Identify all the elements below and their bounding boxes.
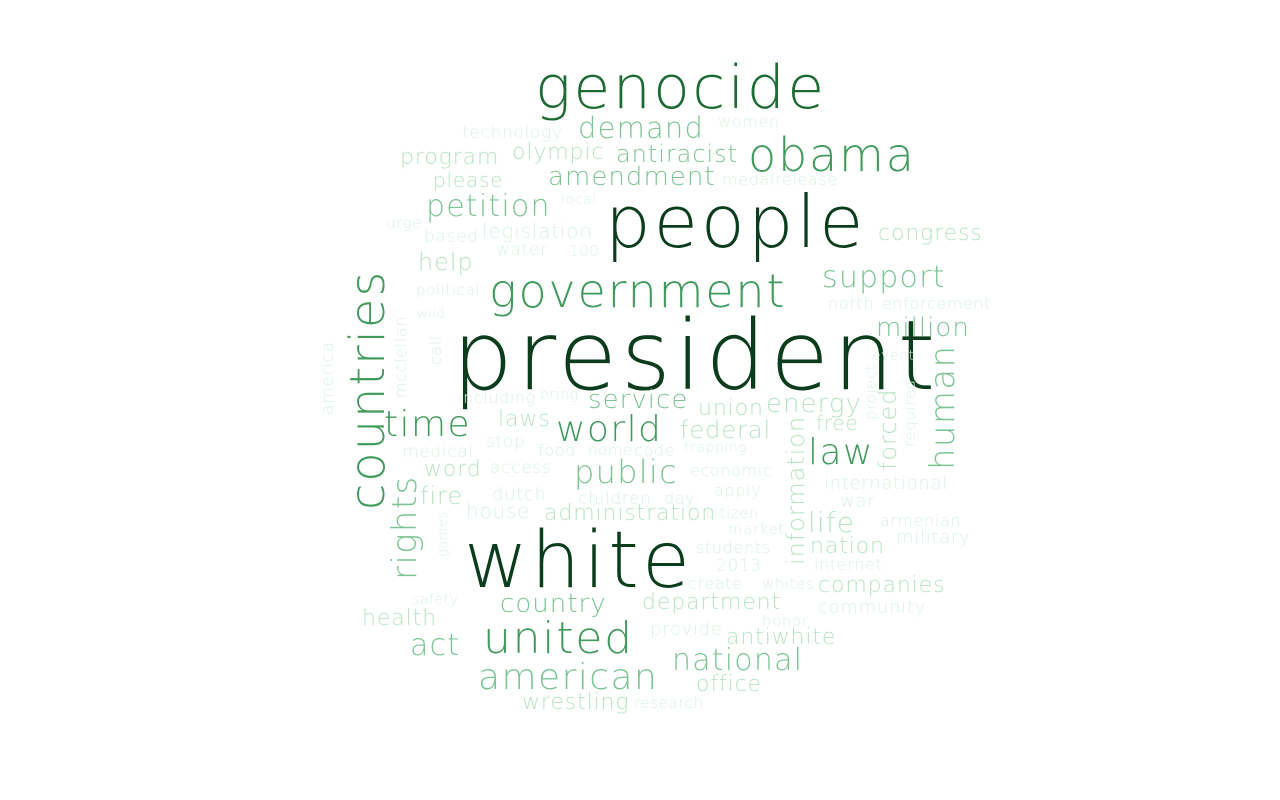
word-olympic: olympic: [512, 140, 605, 165]
word-union: union: [698, 396, 764, 421]
word-administration: administration: [544, 501, 717, 526]
word-rights: rights: [385, 475, 425, 580]
word-american: american: [478, 657, 659, 698]
word-including: including: [458, 388, 537, 407]
word-genocide: genocide: [535, 53, 827, 123]
word-urge: urge: [386, 214, 423, 232]
word-support: support: [822, 260, 946, 295]
word-help: help: [418, 248, 474, 276]
word-food: food: [538, 441, 576, 460]
word-wrestling: wrestling: [522, 690, 630, 715]
word-day: day: [664, 489, 696, 508]
word-citizen: citizen: [706, 504, 760, 522]
word-internet: internet: [814, 555, 883, 574]
word-antiwhite: antiwhite: [726, 625, 837, 650]
word-safety: safety: [412, 592, 459, 608]
word-please: please: [433, 168, 504, 192]
word-apply: apply: [714, 481, 762, 500]
word-people: people: [605, 180, 867, 264]
word-office: office: [696, 672, 762, 697]
word-trapping: trapping: [684, 440, 748, 456]
word-create: create: [688, 574, 743, 593]
word-honor: honor: [762, 612, 809, 630]
word-whites: whites: [762, 575, 815, 593]
word-armenian: armenian: [880, 511, 962, 530]
word-2013: 2013: [716, 556, 762, 576]
word-home: home: [588, 441, 633, 459]
word-medical: medical: [402, 442, 474, 462]
word-department: department: [642, 590, 781, 615]
word-local: local: [561, 192, 597, 208]
word-human: human: [923, 344, 963, 470]
word-wild: wild: [417, 307, 446, 322]
word-act: act: [410, 628, 461, 663]
word-federal: federal: [680, 416, 772, 444]
word-mcclellan: mcclellan: [391, 315, 410, 398]
word-nation: nation: [810, 534, 885, 559]
word-world: world: [556, 409, 663, 450]
word-legislation: legislation: [482, 219, 593, 243]
word-100: 100: [569, 242, 600, 260]
word-international: international: [824, 473, 948, 494]
word-required: required: [901, 379, 919, 447]
word-america: america: [318, 341, 338, 415]
word-enforcement: enforcement: [882, 294, 992, 313]
word-water: water: [496, 240, 548, 260]
word-free: free: [816, 411, 859, 435]
word-health: health: [362, 606, 437, 631]
word-women: women: [718, 112, 780, 131]
word-event: event: [872, 348, 915, 364]
word-antiracist: antiracist: [616, 140, 738, 168]
word-medalrelease: medalrelease: [722, 170, 838, 189]
word-economic: economic: [690, 461, 773, 480]
word-million: million: [876, 313, 970, 343]
word-fire: fire: [420, 482, 464, 510]
word-war: war: [840, 491, 876, 512]
word-market: market: [728, 520, 785, 538]
word-life: life: [808, 506, 856, 539]
word-president: president: [452, 300, 940, 412]
word-companies: companies: [818, 573, 946, 598]
word-house: house: [466, 499, 531, 523]
word-program: program: [400, 145, 500, 170]
word-time: time: [384, 404, 472, 445]
word-military: military: [896, 527, 971, 548]
word-north: north: [828, 294, 875, 313]
word-countries: countries: [340, 269, 396, 510]
word-students: students: [696, 538, 771, 557]
word-provide: provide: [650, 619, 723, 640]
word-laws: laws: [498, 407, 551, 432]
word-information: information: [782, 415, 810, 565]
word-children: children: [578, 489, 652, 509]
word-technology: technology: [462, 123, 563, 143]
word-community: community: [818, 597, 926, 618]
word-word: word: [424, 457, 482, 482]
word-research: research: [634, 694, 704, 712]
word-project: project: [862, 363, 880, 420]
word-law: law: [808, 432, 874, 473]
word-political: political: [416, 281, 481, 299]
word-petition: petition: [426, 189, 551, 224]
word-energy: energy: [766, 389, 862, 419]
word-dutch: dutch: [492, 484, 547, 505]
word-national: national: [672, 643, 804, 678]
word-bring: bring: [540, 387, 579, 403]
word-based: based: [424, 227, 479, 247]
word-stop: stop: [486, 432, 526, 452]
word-country: country: [500, 589, 607, 619]
word-code: code: [634, 441, 676, 460]
word-games: games: [436, 511, 451, 557]
word-service: service: [588, 385, 689, 415]
word-access: access: [490, 458, 552, 478]
word-demand: demand: [578, 111, 705, 145]
word-congress: congress: [878, 221, 983, 246]
word-white: white: [464, 516, 694, 606]
word-government: government: [489, 264, 787, 318]
word-united: united: [483, 613, 634, 664]
word-amendment: amendment: [548, 162, 716, 192]
word-public: public: [574, 453, 678, 491]
word-obama: obama: [748, 128, 916, 182]
word-call: call: [426, 334, 445, 365]
